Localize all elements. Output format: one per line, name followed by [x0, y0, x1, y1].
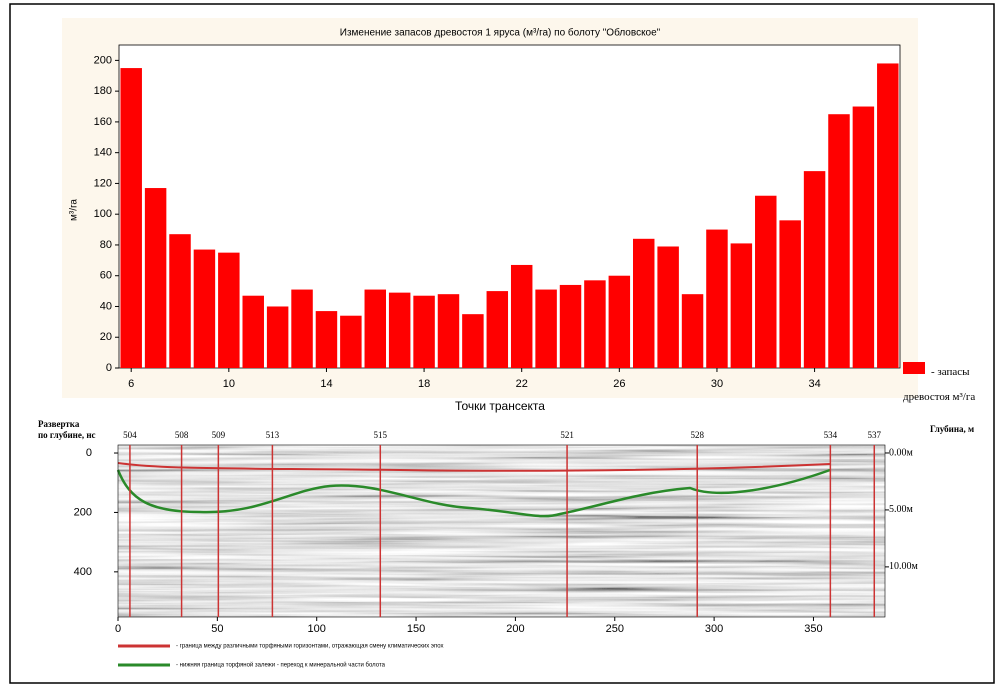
bar: [633, 239, 654, 368]
x-tick-label: 18: [418, 378, 430, 390]
x-axis-label: Точки трансекта: [455, 399, 545, 413]
marker-label: 528: [690, 430, 704, 440]
y-tick-label: 200: [74, 506, 92, 518]
bar: [267, 306, 288, 368]
legend-label: - нижняя граница торфяной залежи - перех…: [176, 662, 386, 669]
y-tick-label: 140: [94, 147, 112, 159]
legend-label: - граница между различными торфяными гор…: [176, 644, 444, 650]
bar: [340, 316, 361, 368]
y2-tick-label: 0.00м: [889, 447, 914, 458]
bar: [389, 293, 410, 368]
y-tick-label: 60: [100, 270, 112, 282]
legend-label: - запасы древостоя м³/га: [903, 360, 995, 410]
x-tick-label: 0: [115, 623, 121, 635]
page: Изменение запасов древостоя 1 яруса (м³/…: [0, 0, 999, 684]
marker-label: 521: [560, 430, 574, 440]
bar: [511, 265, 532, 368]
bar: [145, 188, 166, 368]
bar: [682, 294, 703, 368]
marker-label: 515: [374, 430, 388, 440]
y-tick-label: 160: [94, 116, 112, 128]
bar: [120, 68, 141, 368]
bar: [242, 296, 263, 368]
bar: [316, 311, 337, 368]
y-tick-label: 100: [94, 208, 112, 220]
x-tick-label: 50: [211, 623, 223, 635]
y-tick-label: 400: [74, 566, 92, 578]
bar: [706, 230, 727, 368]
bar: [779, 220, 800, 368]
marker-label: 504: [123, 430, 137, 440]
x-tick-label: 30: [711, 378, 723, 390]
x-tick-label: 14: [320, 378, 332, 390]
bar: [609, 276, 630, 368]
bar: [462, 314, 483, 368]
bar: [218, 253, 239, 368]
bar: [853, 107, 874, 368]
bar: [657, 246, 678, 368]
x-tick-label: 6: [128, 378, 134, 390]
y-tick-label: 0: [86, 447, 92, 459]
x-tick-label: 200: [506, 623, 524, 635]
bar: [804, 171, 825, 368]
x-tick-label: 34: [808, 378, 820, 390]
x-tick-label: 250: [606, 623, 624, 635]
y-tick-label: 180: [94, 85, 112, 97]
y-tick-label: 120: [94, 177, 112, 189]
bar: [169, 234, 190, 368]
bar: [413, 296, 434, 368]
bar: [755, 196, 776, 368]
x-tick-label: 26: [613, 378, 625, 390]
bar: [828, 114, 849, 368]
x-tick-label: 350: [804, 623, 822, 635]
y-axis-label: по глубине, нс: [38, 430, 96, 440]
x-tick-label: 10: [223, 378, 235, 390]
bar: [584, 280, 605, 368]
bar: [731, 243, 752, 368]
bar: [438, 294, 459, 368]
x-tick-label: 100: [308, 623, 326, 635]
y-tick-label: 80: [100, 239, 112, 251]
bar: [291, 290, 312, 368]
y-axis-label: Развертка: [38, 419, 80, 429]
bar: [535, 290, 556, 368]
bar: [560, 285, 581, 368]
bar: [877, 63, 898, 368]
marker-label: 509: [212, 430, 226, 440]
marker-label: 534: [824, 430, 838, 440]
chart-title: Изменение запасов древостоя 1 яруса (м³/…: [340, 27, 661, 39]
y-tick-label: 40: [100, 300, 112, 312]
figure: Изменение запасов древостоя 1 яруса (м³/…: [0, 0, 999, 684]
bar: [365, 290, 386, 368]
marker-label: 537: [868, 430, 882, 440]
y-tick-label: 200: [94, 54, 112, 66]
bar: [194, 250, 215, 368]
y2-tick-label: 5.00м: [889, 504, 914, 515]
y2-axis-label: Глубина, м: [930, 424, 974, 434]
x-tick-label: 150: [407, 623, 425, 635]
y-tick-label: 0: [106, 362, 112, 374]
y2-tick-label: 10.00м: [889, 561, 919, 572]
x-tick-label: 22: [516, 378, 528, 390]
marker-label: 508: [175, 430, 189, 440]
x-tick-label: 300: [705, 623, 723, 635]
y-tick-label: 20: [100, 331, 112, 343]
y-axis-label: м³/га: [69, 199, 80, 221]
bar: [487, 291, 508, 368]
marker-label: 513: [266, 430, 280, 440]
